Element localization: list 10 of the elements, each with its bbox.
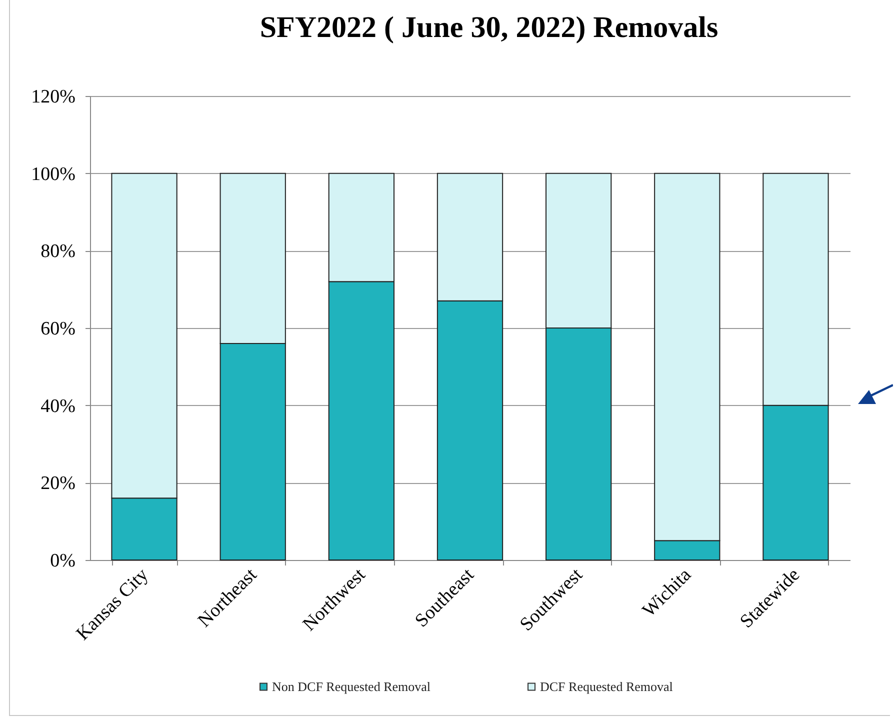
y-tick-label: 60% <box>40 318 76 340</box>
legend-label: DCF Requested Removal <box>540 678 674 694</box>
y-tick-label: 100% <box>31 164 76 185</box>
chart-title: SFY2022 ( June 30, 2022) Removals <box>260 11 718 44</box>
y-tick-label: 0% <box>50 550 76 572</box>
y-tick-label: 20% <box>40 473 76 494</box>
legend-label: Non DCF Requested Removal <box>272 678 431 694</box>
y-tick-label: 80% <box>40 241 76 262</box>
y-tick-label: 120% <box>31 86 76 108</box>
y-tick-label: 40% <box>40 396 76 417</box>
